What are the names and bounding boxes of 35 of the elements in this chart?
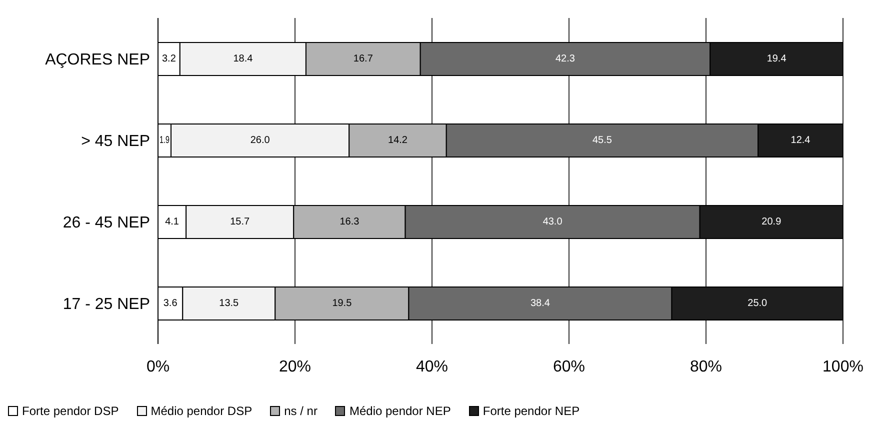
y-tick-label: AÇORES NEP [45,51,150,68]
data-label: 18.4 [233,53,254,64]
x-tick-label: 100% [822,358,864,376]
data-label: 19.4 [766,53,787,64]
legend-label: Forte pendor NEP [482,404,580,418]
data-label: 16.3 [340,216,360,228]
y-tick-label: 17 - 25 NEP [62,296,150,313]
data-label: 20.9 [762,216,782,228]
data-label: 12.4 [790,134,811,146]
data-label: 14.2 [388,134,408,146]
x-tick-label: 80% [690,358,722,376]
data-label: 16.7 [353,53,374,64]
data-label: 15.7 [230,216,250,228]
data-label: 19.5 [332,298,352,309]
x-tick-label: 20% [278,358,312,376]
data-label: 4.1 [165,216,180,228]
x-tick-label: 60% [552,358,586,376]
data-label: 25.0 [748,298,768,309]
y-tick-label: 26 - 45 NEP [62,214,150,232]
legend-label: ns / nr [283,404,318,418]
data-label: 38.4 [530,298,550,309]
legend-label: Médio pendor DSP [150,404,252,418]
data-label: 26.0 [250,134,270,146]
data-label: 43.0 [542,216,563,228]
y-tick-label: > 45 NEP [81,132,150,150]
data-label: 3.2 [162,53,176,64]
data-label: 13.5 [219,298,240,309]
legend-label: Médio pendor NEP [348,404,451,418]
x-tick-label: 40% [416,358,448,376]
data-label: 1.9 [160,134,174,146]
x-tick-label: 0% [146,358,170,376]
data-label: 42.3 [556,53,576,64]
data-label: 45.5 [592,134,612,146]
data-label: 3.6 [163,298,178,309]
legend-label: Forte pendor DSP [21,404,119,418]
